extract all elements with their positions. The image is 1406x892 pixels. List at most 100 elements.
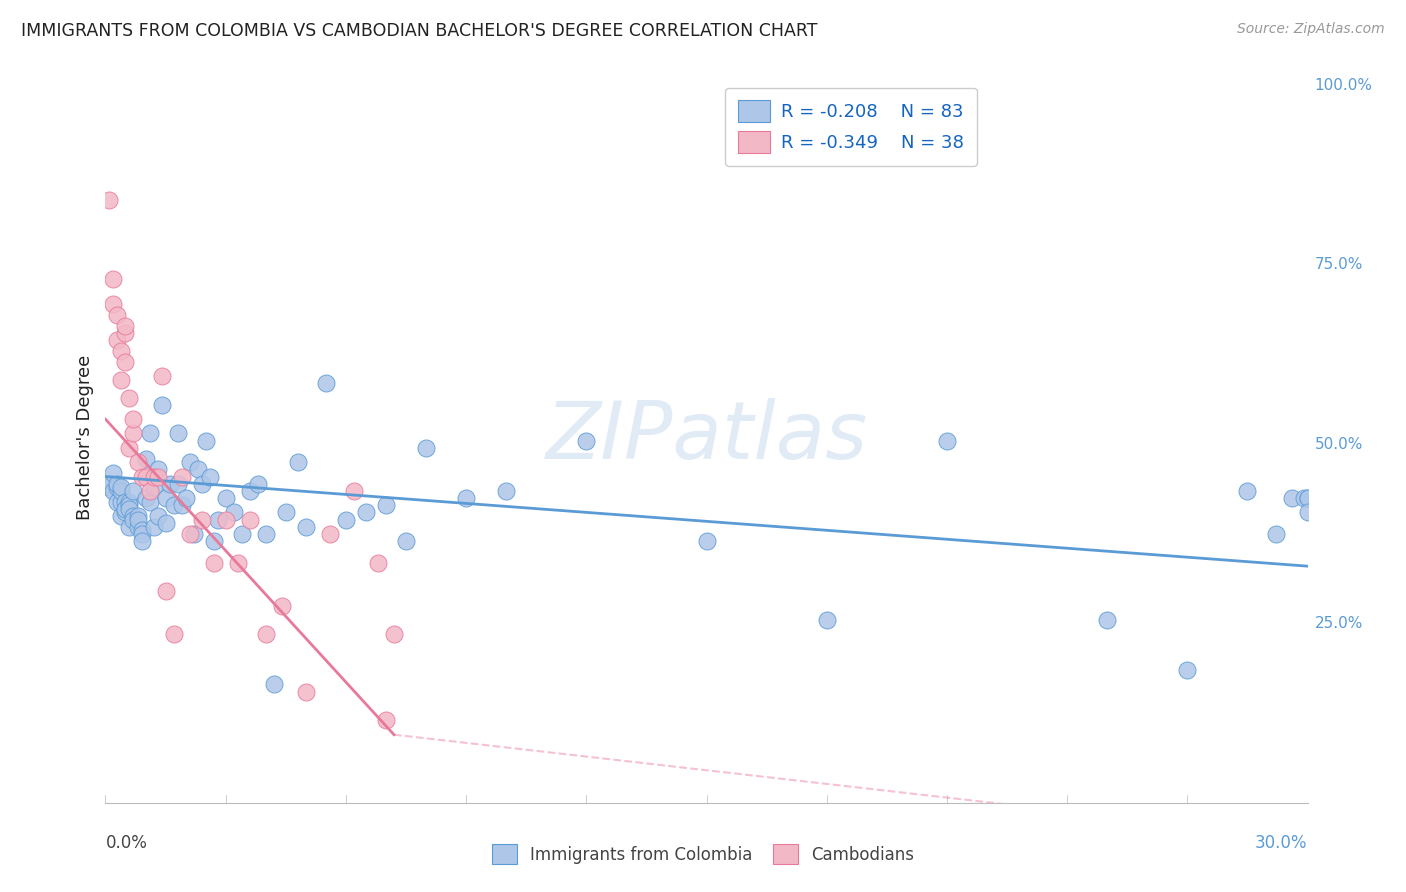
Point [103,272,125,286]
Point [194,434,217,448]
Text: 50.0%: 50.0% [1315,437,1362,451]
Point [382,627,405,641]
Point [114,501,136,516]
Text: 25.0%: 25.0% [1315,616,1362,631]
Point [135,469,157,483]
Point [226,556,249,570]
Point [179,527,201,541]
Point [254,627,277,641]
Point [183,527,205,541]
Point [162,498,184,512]
Point [495,483,517,498]
Point [170,498,193,512]
Point [287,455,309,469]
Point [110,494,132,508]
Point [1296,491,1319,505]
Point [274,505,297,519]
Point [131,527,153,541]
Point [122,512,145,526]
Point [202,556,225,570]
Point [127,508,149,523]
Point [138,483,160,498]
Point [170,469,193,483]
Point [107,476,129,491]
Point [179,455,201,469]
Point [374,498,398,512]
Point [198,469,221,483]
Point [122,483,145,498]
Point [254,527,277,541]
Point [118,391,141,405]
Point [138,494,160,508]
Point [122,508,145,523]
Text: 30.0%: 30.0% [1256,834,1308,852]
Point [335,512,357,526]
Point [127,519,149,533]
Point [142,519,165,533]
Point [246,476,269,491]
Text: Source: ZipAtlas.com: Source: ZipAtlas.com [1237,22,1385,37]
Point [815,613,838,627]
Point [159,476,181,491]
Point [575,434,598,448]
Text: IMMIGRANTS FROM COLOMBIA VS CAMBODIAN BACHELOR'S DEGREE CORRELATION CHART: IMMIGRANTS FROM COLOMBIA VS CAMBODIAN BA… [21,22,818,40]
Point [155,491,177,505]
Point [1177,663,1199,677]
Point [1281,491,1303,505]
Point [142,469,165,483]
Y-axis label: Bachelor's Degree: Bachelor's Degree [76,354,94,520]
Point [146,462,169,476]
Point [454,491,477,505]
Point [319,527,342,541]
Point [146,508,169,523]
Point [696,534,718,549]
Point [367,556,389,570]
Point [142,480,165,494]
Point [110,480,132,494]
Point [138,426,160,441]
Point [295,684,318,698]
Point [118,519,141,533]
Point [263,677,285,691]
Point [114,326,136,340]
Point [114,318,136,333]
Point [135,451,157,466]
Point [239,483,262,498]
Legend: Immigrants from Colombia, Cambodians: Immigrants from Colombia, Cambodians [485,838,921,871]
Point [114,505,136,519]
Point [315,376,337,391]
Point [114,355,136,369]
Legend: R = -0.208    N = 83, R = -0.349    N = 38: R = -0.208 N = 83, R = -0.349 N = 38 [725,87,977,166]
Point [1296,491,1319,505]
Point [131,469,153,483]
Point [131,524,153,538]
Point [155,516,177,530]
Point [107,494,129,508]
Point [190,476,212,491]
Point [354,505,377,519]
Point [214,512,236,526]
Point [110,344,132,359]
Text: 75.0%: 75.0% [1315,258,1362,272]
Point [110,508,132,523]
Point [98,480,121,494]
Text: ZIPatlas: ZIPatlas [546,398,868,476]
Point [103,483,125,498]
Point [150,398,173,412]
Point [202,534,225,549]
Point [1236,483,1258,498]
Point [936,434,959,448]
Point [103,466,125,480]
Point [98,194,121,208]
Point [118,494,141,508]
Point [374,714,398,728]
Point [110,483,132,498]
Point [155,584,177,599]
Point [98,476,121,491]
Point [127,455,149,469]
Point [122,426,145,441]
Point [174,491,197,505]
Point [107,333,129,347]
Point [214,491,236,505]
Point [118,441,141,455]
